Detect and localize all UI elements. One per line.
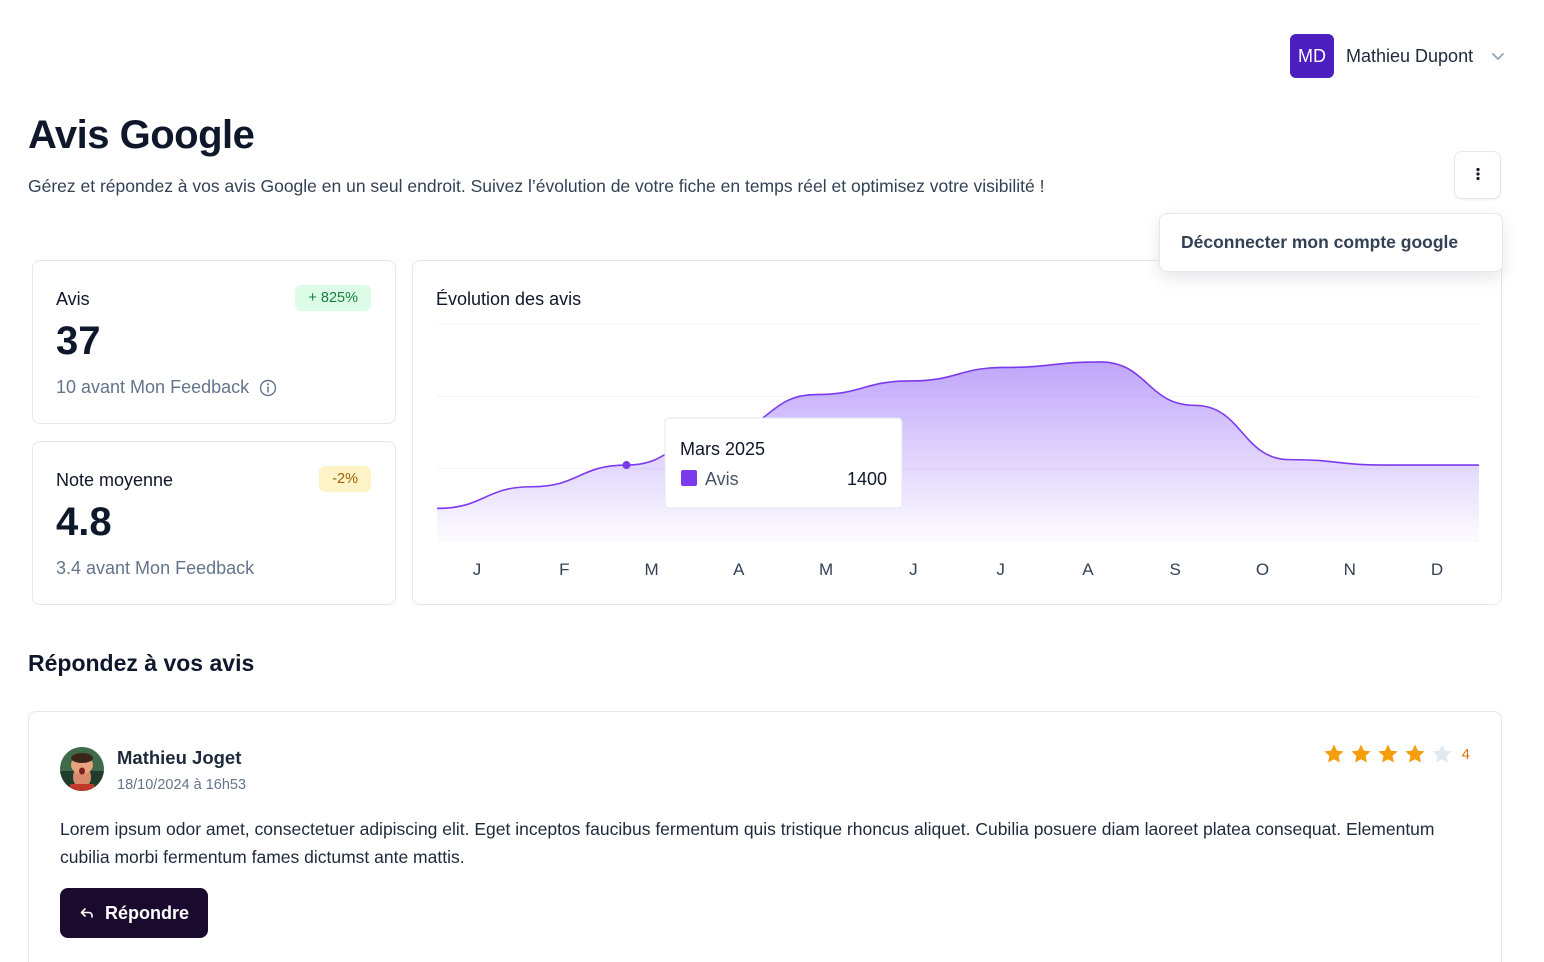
tooltip-swatch [681,470,697,486]
reply-icon [79,905,95,921]
stat-label: Note moyenne [56,470,174,490]
reviews-evolution-chart-card: Évolution des avis J F M A M J J A S O N D Mars 202… [412,260,1502,605]
x-tick-label: M [644,560,658,579]
stat-footnote-text: 3.4 avant Mon Feedback [56,558,255,578]
stat-label: Avis [56,289,90,309]
tooltip-series-label: Avis [705,469,739,489]
series-line-avis [436,361,1479,510]
chevron-down-icon[interactable] [1489,47,1507,65]
tooltip-title: Mars 2025 [680,439,765,459]
stat-value: 4.8 [56,500,112,544]
status-badge: + 825% [295,285,371,311]
more-options-button[interactable] [1454,151,1501,199]
reviews-area-chart: J F M A M J J A S O N D Mars 2025 Avis 1400 [436,323,1479,579]
x-tick-label: J [473,560,482,579]
x-tick-label: O [1256,560,1269,579]
stat-footnote-text: 10 avant Mon Feedback [56,377,250,397]
x-tick-label: S [1170,560,1181,579]
reviews-section-title: Répondez à vos avis [28,650,255,676]
reply-button-label: Répondre [104,902,189,923]
star-filled-icon [1324,744,1344,763]
stat-footnote: 10 avant Mon Feedback [56,377,277,398]
x-tick-label: D [1431,560,1443,579]
x-tick-label: A [733,560,745,579]
x-tick-label: J [909,560,918,579]
star-filled-icon [1351,744,1371,763]
stat-card-reviews: Avis + 825% 37 10 avant Mon Feedback [32,260,396,424]
data-point [622,461,631,470]
chart-tooltip: Mars 2025 Avis 1400 [664,417,903,509]
series-area-avis [437,361,1479,541]
x-tick-label: N [1344,560,1356,579]
chart-title: Évolution des avis [436,289,582,309]
page-title: Avis Google [28,113,255,157]
stat-value: 37 [56,319,101,363]
review-date: 18/10/2024 à 16h53 [117,777,247,793]
info-icon[interactable] [259,379,277,397]
kebab-icon [1475,166,1481,185]
x-tick-label: M [819,560,833,579]
star-empty-icon [1432,744,1452,763]
star-filled-icon [1378,744,1398,763]
review-card: Mathieu Joget 18/10/2024 à 16h53 4 Lorem… [28,711,1502,962]
star-rating: 4 [1319,742,1470,766]
reviewer-name: Mathieu Joget [117,747,242,768]
reply-button[interactable]: Répondre [60,888,208,938]
options-dropdown: Déconnecter mon compte google [1159,213,1503,272]
stat-card-average-rating: Note moyenne -2% 4.8 3.4 avant Mon Feedb… [32,441,396,605]
user-menu[interactable]: MD Mathieu Dupont [1290,34,1507,78]
reviewer-avatar [60,747,104,791]
user-avatar: MD [1290,34,1334,78]
star-filled-icon [1405,744,1425,763]
page-subtitle: Gérez et répondez à vos avis Google en u… [28,176,1045,196]
stat-footnote: 3.4 avant Mon Feedback [56,558,254,579]
status-badge: -2% [319,466,371,492]
user-name: Mathieu Dupont [1346,45,1474,66]
tooltip-value: 1400 [847,469,887,489]
x-tick-label: J [996,560,1005,579]
x-tick-label: A [1082,560,1094,579]
review-text: Lorem ipsum odor amet, consectetuer adip… [60,819,1435,867]
disconnect-google-menu-item[interactable]: Déconnecter mon compte google [1181,232,1459,252]
x-tick-label: F [559,560,569,579]
rating-value: 4 [1461,745,1470,763]
